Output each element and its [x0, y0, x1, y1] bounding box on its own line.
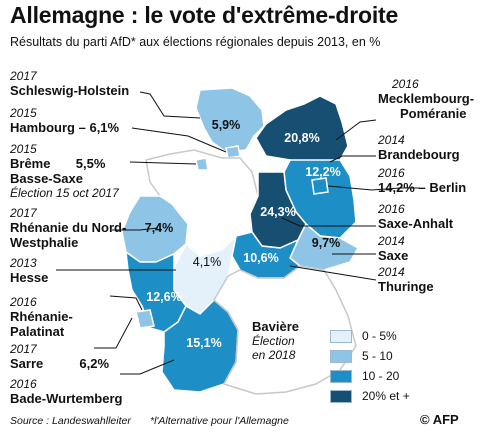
region-schleswig-holstein [195, 87, 265, 153]
label-bade-wurtemberg: 2016 Bade-Wurtemberg [10, 377, 123, 407]
legend-item: 10 - 20 [330, 366, 410, 386]
year-bade-wurtemberg: 2016 [10, 377, 37, 391]
value-mecklembourg: 20,8% [284, 131, 320, 145]
region-breme [195, 157, 209, 171]
note-baviere-line2: en 2018 [252, 347, 296, 362]
name-rhenanie-line1: Rhénanie- [10, 308, 73, 324]
region-thuringe [231, 231, 302, 279]
legend-item: 5 - 10 [330, 346, 410, 366]
name-saxe: Saxe [378, 247, 409, 263]
region-sarre [135, 309, 155, 329]
name-nrw-line1: Rhénanie du Nord- [10, 219, 127, 235]
legend-item: 20% et + [330, 386, 410, 406]
value-saxe-anhalt: 24,3% [260, 205, 296, 219]
year-saxe-anhalt: 2016 [378, 202, 405, 216]
legend-swatch [330, 329, 352, 343]
name-sarre: Sarre 6,2% [10, 355, 110, 371]
year-berlin: 2016 [378, 166, 405, 180]
legend-swatch [330, 389, 352, 403]
source-note: Source : Landeswahlleiter [10, 415, 131, 427]
name-hambourg: Hambourg – 6,1% [10, 119, 120, 135]
name-brandebourg: Brandebourg [378, 146, 460, 162]
name-bade-wurtemberg: Bade-Wurtemberg [10, 390, 123, 406]
name-breme: Brême 5,5% [10, 155, 106, 171]
region-hambourg [225, 145, 241, 159]
region-berlin [311, 177, 329, 195]
year-rhenanie-palatinat: 2016 [10, 295, 37, 309]
label-nrw: 2017 Rhénanie du Nord- Westphalie [10, 206, 127, 251]
name-berlin: 14,2% – Berlin [378, 179, 467, 195]
leader-lines [56, 91, 420, 375]
legend-swatch [330, 369, 352, 383]
label-saxe-anhalt: 2016 Saxe-Anhalt [378, 202, 454, 232]
label-schleswig-holstein: 2017 Schleswig-Holstein [10, 69, 130, 99]
label-saxe: 2014 Saxe [378, 234, 409, 264]
label-baviere: Bavière Élection en 2018 [252, 319, 299, 363]
note-basse-saxe: Élection 15 oct 2017 [10, 185, 119, 200]
label-thuringe: 2014 Thuringe [378, 265, 434, 295]
year-hesse: 2013 [10, 256, 37, 270]
year-saxe: 2014 [378, 234, 405, 248]
value-hesse: 4,1% [192, 255, 222, 269]
note-baviere-line1: Élection [252, 333, 295, 348]
value-saxe: 9,7% [311, 236, 341, 250]
legend-label: 10 - 20 [362, 369, 400, 383]
name-thuringe: Thuringe [378, 278, 434, 294]
value-bade-wurtemberg: 15,1% [186, 336, 222, 350]
label-breme: 2015 Brême 5,5% [10, 142, 106, 172]
year-sarre: 2017 [10, 342, 37, 356]
name-schleswig-holstein: Schleswig-Holstein [10, 82, 130, 98]
name-baviere: Bavière [252, 319, 299, 334]
year-thuringe: 2014 [378, 265, 405, 279]
label-hambourg: 2015 Hambourg – 6,1% [10, 106, 120, 136]
footnote: *l'Alternative pour l'Allemagne [150, 415, 289, 427]
name-mecklembourg-line1: Mecklembourg- [378, 90, 475, 106]
legend-swatch [330, 349, 352, 363]
name-basse-saxe: Basse-Saxe [10, 171, 83, 186]
year-nrw: 2017 [10, 206, 37, 220]
label-rhenanie-palatinat: 2016 Rhénanie- Palatinat [10, 295, 73, 340]
legend-label: 0 - 5% [362, 329, 397, 343]
label-brandebourg: 2014 Brandebourg [378, 133, 460, 163]
label-sarre: 2017 Sarre 6,2% [10, 342, 110, 372]
name-hesse: Hesse [10, 269, 49, 285]
afp-logo: © AFP [420, 412, 459, 427]
label-mecklembourg: 2016 Mecklembourg- Poméranie [378, 77, 475, 122]
value-schleswig-holstein: 5,9% [211, 118, 241, 132]
region-mecklembourg-pomeranie [255, 95, 349, 165]
value-nrw: 7,4% [144, 221, 174, 235]
value-thuringe: 10,6% [243, 251, 279, 265]
name-mecklembourg-line2: Poméranie [400, 105, 467, 121]
name-rhenanie-line2: Palatinat [10, 323, 65, 339]
year-brandebourg: 2014 [378, 133, 405, 147]
legend-label: 5 - 10 [362, 349, 393, 363]
name-saxe-anhalt: Saxe-Anhalt [378, 215, 454, 231]
value-brandebourg: 12,2% [305, 165, 341, 179]
map-legend: 0 - 5% 5 - 10 10 - 20 20% et + [330, 326, 410, 406]
year-breme: 2015 [10, 142, 37, 156]
legend-item: 0 - 5% [330, 326, 410, 346]
year-mecklembourg: 2016 [392, 77, 419, 91]
page-subtitle: Résultats du parti AfD* aux élections ré… [10, 35, 381, 49]
label-basse-saxe: Basse-Saxe Élection 15 oct 2017 [10, 171, 119, 201]
label-berlin: 2016 14,2% – Berlin [378, 166, 467, 196]
page-title: Allemagne : le vote d'extrême-droite [10, 2, 399, 28]
name-nrw-line2: Westphalie [10, 234, 79, 250]
year-hambourg: 2015 [10, 106, 37, 120]
legend-label: 20% et + [362, 389, 410, 403]
year-schleswig-holstein: 2017 [10, 69, 37, 83]
value-rhenanie-palatinat: 12,6% [146, 290, 182, 304]
label-hesse: 2013 Hesse [10, 256, 49, 286]
